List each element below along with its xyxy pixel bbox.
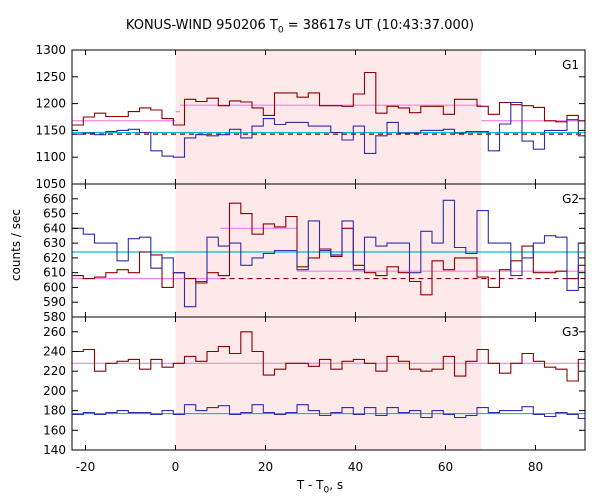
y-tick-label-g3-5: 240 (43, 344, 66, 358)
y-tick-label-g2-5: 630 (43, 236, 66, 250)
x-tick-label-2: 20 (258, 460, 273, 474)
y-tick-label-g3-1: 160 (43, 423, 66, 437)
series-line-g2-0 (72, 202, 585, 296)
y-tick-label-g2-3: 610 (43, 266, 66, 280)
y-tick-label-g1-1: 1100 (35, 150, 66, 164)
panel-label-g3: G3 (562, 325, 579, 339)
y-tick-label-g3-3: 200 (43, 384, 66, 398)
y-tick-label-g3-2: 180 (43, 404, 66, 418)
x-tick-label-4: 60 (438, 460, 453, 474)
panel-label-g1: G1 (562, 58, 579, 72)
panel-frame-g3 (71, 316, 586, 451)
y-axis-label: counts / sec (9, 209, 23, 282)
series-line-g3-0 (72, 331, 585, 382)
series-line-g1-1 (72, 101, 585, 158)
x-axis-label: T - T0, s (296, 478, 344, 496)
series-line-g3-1 (72, 404, 585, 420)
y-tick-label-g3-4: 220 (43, 364, 66, 378)
x-tick-label-5: 80 (528, 460, 543, 474)
y-tick-label-g2-7: 650 (43, 207, 66, 221)
chart-title: KONUS-WIND 950206 T0 = 38617s UT (10:43:… (125, 18, 475, 36)
y-tick-label-g1-2: 1150 (35, 123, 66, 137)
x-tick-label-3: 40 (348, 460, 363, 474)
y-tick-label-g2-1: 590 (43, 295, 66, 309)
x-tick-label-0: -20 (76, 460, 96, 474)
y-tick-label-g1-0: 1050 (35, 177, 66, 191)
y-tick-label-g2-0: 580 (43, 310, 66, 324)
series-line-g2-1 (72, 199, 585, 308)
y-tick-label-g1-4: 1250 (35, 70, 66, 84)
y-tick-label-g2-4: 620 (43, 251, 66, 265)
y-tick-label-g2-2: 600 (43, 280, 66, 294)
y-tick-label-g2-6: 640 (43, 221, 66, 235)
y-tick-label-g1-5: 1300 (35, 43, 66, 57)
y-tick-label-g2-8: 660 (43, 192, 66, 206)
y-tick-label-g3-0: 140 (43, 443, 66, 457)
series-line-g1-0 (72, 71, 585, 126)
y-tick-label-g3-6: 260 (43, 325, 66, 339)
y-tick-label-g1-3: 1200 (35, 97, 66, 111)
panel-label-g2: G2 (562, 192, 579, 206)
x-tick-label-1: 0 (172, 460, 180, 474)
